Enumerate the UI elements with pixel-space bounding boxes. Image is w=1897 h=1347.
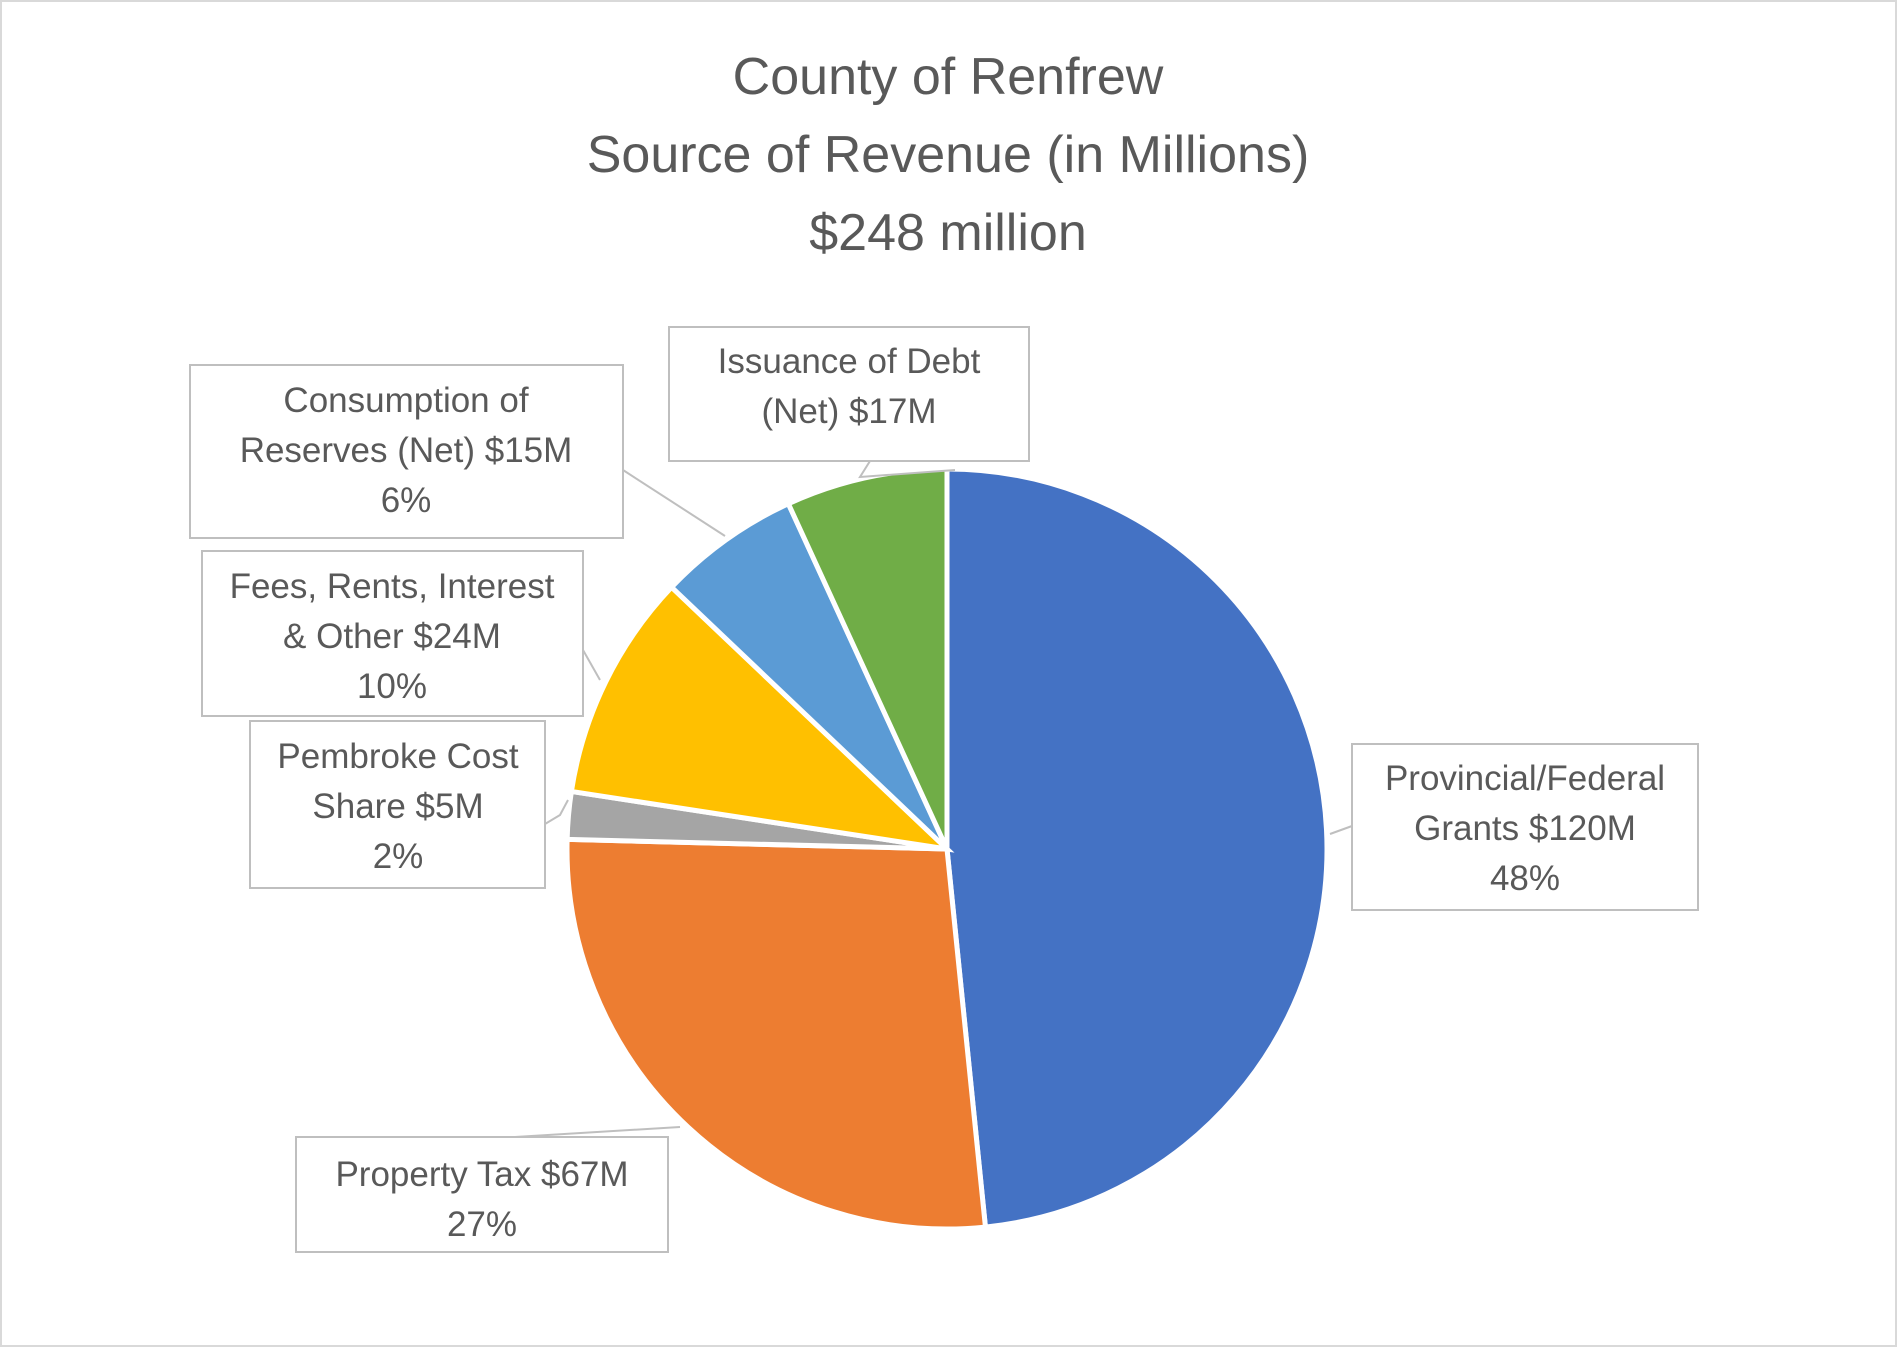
data-label-box (201, 550, 584, 717)
data-label-text: Property Tax $67M (335, 1155, 628, 1194)
leader-line (1329, 825, 1353, 835)
pie-slice-issuance-of-debt-net- (785, 466, 950, 851)
data-label-box (668, 326, 1030, 462)
chart-title-line-2: Source of Revenue (in Millions) (587, 126, 1310, 184)
pie-slice-property-tax (564, 836, 989, 1232)
data-label-text: Grants $120M (1414, 809, 1636, 848)
pie-slice-consumption-of-reserves-net- (668, 500, 950, 851)
data-label-box (1351, 743, 1699, 911)
pie-slice-fees-rents-interest-other (568, 583, 955, 853)
data-label-box (249, 720, 546, 889)
data-label-text: Reserves (Net) $15M (240, 431, 573, 470)
data-label-text: & Other $24M (283, 617, 501, 656)
data-label-box (189, 364, 624, 539)
leader-line (544, 799, 569, 825)
data-label-text: 10% (357, 667, 427, 706)
data-label-text: 2% (373, 837, 424, 876)
chart-title-line-1: County of Renfrew (733, 48, 1164, 106)
leader-line (514, 1126, 681, 1138)
leader-line (858, 460, 956, 479)
chart-title-line-3: $248 million (809, 204, 1087, 262)
leader-line (582, 649, 601, 681)
data-label-text: 48% (1490, 859, 1560, 898)
data-label-text: Provincial/Federal (1385, 759, 1665, 798)
data-label-text: Issuance of Debt (718, 342, 981, 381)
pie-slice-provincial-federal-grants (944, 466, 1330, 1230)
data-label-text: Consumption of (283, 381, 528, 420)
data-label-box (295, 1136, 669, 1253)
data-label-text: 27% (447, 1205, 517, 1244)
data-label-text: Share $5M (312, 787, 483, 826)
data-label-text: Pembroke Cost (277, 737, 518, 776)
leader-line (622, 469, 726, 537)
data-label-text: (Net) $17M (761, 392, 936, 431)
data-label-text: 6% (381, 481, 432, 520)
data-label-text: Fees, Rents, Interest (230, 567, 555, 606)
